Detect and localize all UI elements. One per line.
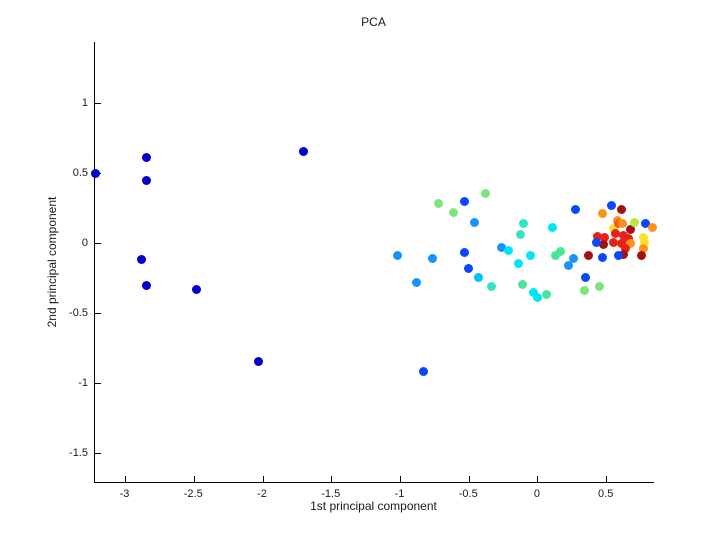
data-point (584, 250, 594, 260)
chart-title: PCA (361, 15, 386, 29)
data-point (419, 367, 429, 377)
x-tick (193, 476, 195, 482)
y-tick-label: 0 (81, 237, 88, 250)
y-tick-label: -0.5 (69, 307, 88, 320)
data-point (618, 219, 628, 229)
data-point (614, 250, 624, 260)
data-point (299, 146, 309, 156)
data-point (598, 252, 608, 262)
data-point (514, 258, 524, 268)
data-point (526, 250, 536, 260)
data-point (579, 285, 589, 295)
data-point (481, 188, 491, 198)
data-point (616, 238, 626, 248)
x-tick (537, 476, 539, 482)
data-point (141, 152, 151, 162)
y-tick (95, 102, 101, 104)
x-tick (606, 476, 608, 482)
data-point (392, 250, 402, 260)
x-tick-label: -3 (119, 488, 130, 500)
data-point (428, 254, 438, 264)
data-point (648, 222, 658, 232)
data-point (459, 248, 469, 258)
data-point (600, 232, 610, 242)
data-point (497, 242, 507, 252)
data-point (640, 237, 650, 247)
x-tick (399, 476, 401, 482)
x-tick-label: 0 (533, 488, 541, 500)
data-point (548, 222, 558, 232)
data-point (464, 263, 474, 273)
data-point (626, 238, 636, 248)
data-point (529, 287, 539, 297)
data-point (460, 196, 470, 206)
y-tick-label: 0.5 (72, 167, 88, 180)
data-point (581, 272, 591, 282)
data-point (609, 237, 619, 247)
data-point (638, 232, 648, 242)
data-point (474, 272, 484, 282)
data-point (469, 217, 479, 227)
data-point (564, 260, 574, 270)
data-point (593, 231, 603, 241)
data-point (611, 228, 621, 238)
data-point (594, 282, 604, 292)
data-point (542, 290, 552, 300)
y-tick-label: -1.5 (69, 447, 88, 460)
data-point (641, 218, 651, 228)
data-point (599, 240, 609, 250)
data-point (487, 281, 497, 291)
x-axis-label: 1st principal component (310, 499, 437, 513)
data-point (517, 279, 527, 289)
x-tick (468, 476, 470, 482)
data-point (551, 250, 561, 260)
data-point (142, 175, 152, 185)
data-point (637, 250, 647, 260)
x-tick-label: -1.5 (321, 488, 341, 500)
y-tick (95, 452, 101, 454)
data-point (434, 199, 444, 209)
data-point (598, 208, 608, 218)
data-point (136, 255, 146, 265)
x-tick (331, 476, 333, 482)
y-tick (95, 382, 101, 384)
data-point (253, 356, 263, 366)
data-point (571, 204, 581, 214)
y-tick-label: 1 (81, 97, 88, 110)
data-point (90, 168, 100, 178)
x-tick (262, 476, 264, 482)
y-tick (95, 312, 101, 314)
data-point (607, 200, 617, 210)
data-point (630, 217, 640, 227)
data-point (191, 284, 201, 294)
data-point (556, 247, 566, 257)
data-point (619, 249, 629, 259)
data-point (609, 223, 619, 233)
x-tick-label: -2 (257, 488, 267, 500)
data-point (504, 245, 514, 255)
data-point (519, 218, 529, 228)
data-point (449, 207, 459, 217)
data-point (592, 237, 602, 247)
data-point (639, 243, 649, 253)
data-point (533, 292, 543, 302)
data-point (621, 243, 631, 253)
data-point (626, 224, 636, 234)
x-tick-label: -0.5 (458, 488, 478, 500)
y-tick (95, 242, 101, 244)
data-point (568, 254, 578, 264)
x-tick (125, 476, 127, 482)
x-tick-label: 0.5 (598, 488, 614, 500)
y-tick-label: -1 (78, 377, 88, 390)
x-tick-label: -2.5 (183, 488, 203, 500)
data-point (412, 277, 422, 287)
data-point (617, 205, 627, 215)
plot-area (90, 42, 658, 483)
data-point (516, 229, 526, 239)
data-point (142, 280, 152, 290)
x-tick-label: -1 (394, 488, 405, 500)
